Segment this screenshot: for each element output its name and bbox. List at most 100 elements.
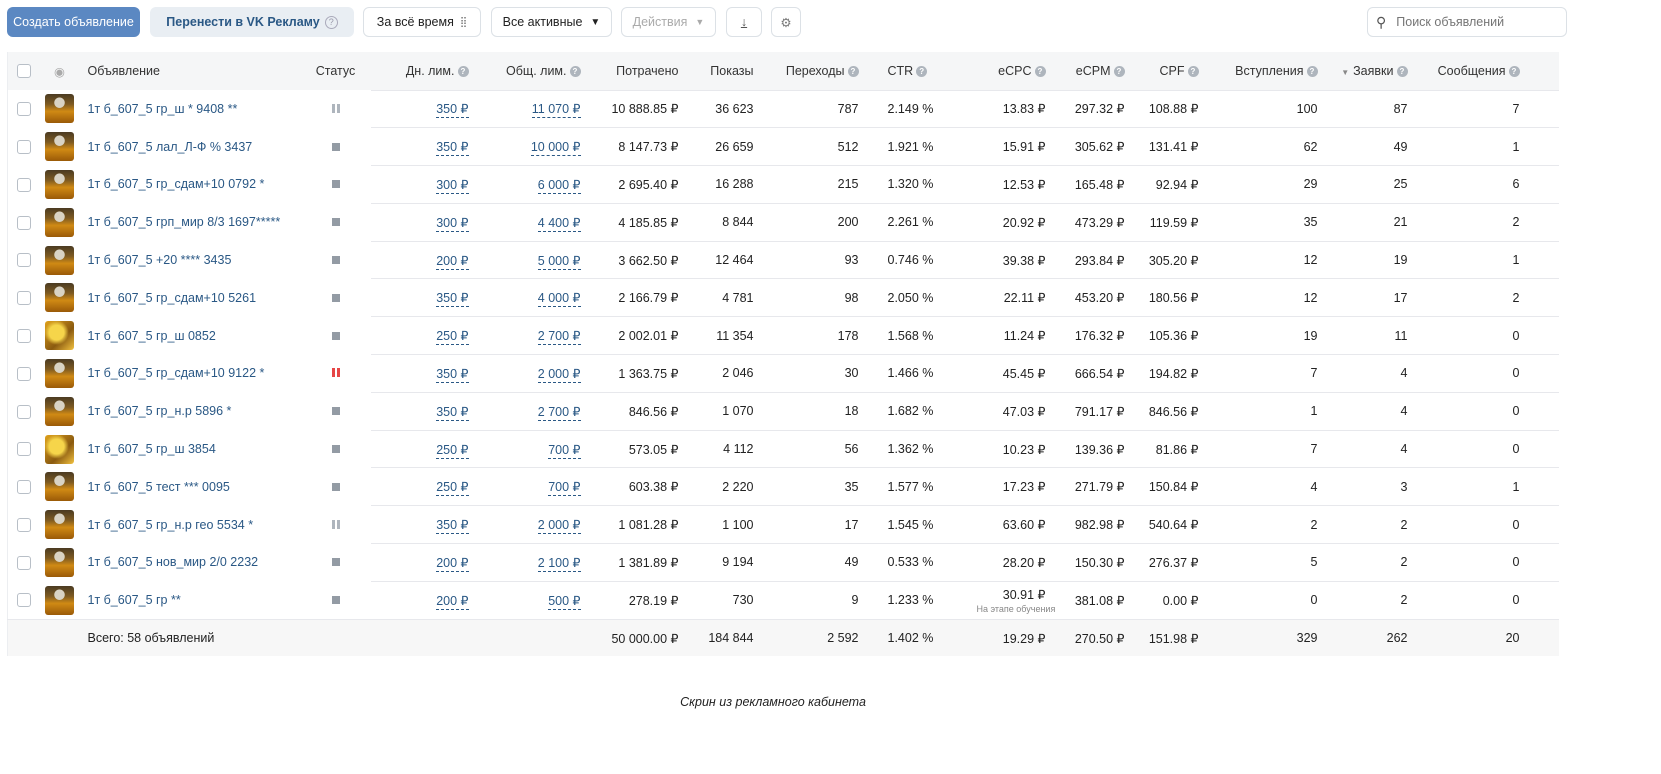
table-row[interactable]: 1т б_607_5 грп_мир 8/3 1697***** 300 ₽ 4 4… [8,202,1559,242]
row-checkbox[interactable] [17,518,32,533]
help-icon[interactable]: ? [916,65,928,77]
ad-name-link[interactable]: 1т б_607_5 гр_сдам+10 9122 * [87,366,265,381]
col-messages[interactable]: Сообщения? [1416,52,1559,90]
ad-name-link[interactable]: 1т б_607_5 гр_н.р гео 5534 * [87,517,254,532]
table-row[interactable]: 1т б_607_5 гр_сдам+10 5261 350 ₽ 4 000 ₽ 2 … [8,278,1559,317]
status-stopped-icon[interactable] [331,596,340,605]
period-button[interactable]: За всё время ⣿ [363,7,481,37]
status-paused-icon[interactable] [331,519,340,529]
total-limit-link[interactable]: 11 070 ₽ [531,102,581,119]
ad-name-link[interactable]: 1т б_607_5 тест *** 0095 [87,479,230,494]
ad-thumbnail[interactable] [45,245,74,275]
help-icon[interactable]: ? [457,65,469,77]
ad-thumbnail[interactable] [45,321,74,351]
total-limit-link[interactable]: 6 000 ₽ [537,177,581,194]
table-row[interactable]: 1т б_607_5 гр ** 200 ₽ 500 ₽ 278.19 ₽730 9 1.… [8,580,1559,620]
total-limit-link[interactable]: 4 400 ₽ [537,215,581,232]
col-ad[interactable]: Объявление [78,52,301,90]
total-limit-link[interactable]: 2 700 ₽ [537,404,581,421]
col-daily-limit[interactable]: Дн. лим.? [370,52,478,90]
table-row[interactable]: 1т б_607_5 лал_Л-Ф % 3437 350 ₽ 10 000 ₽ 8 … [8,127,1559,166]
col-status[interactable]: Статус [300,52,371,90]
download-button[interactable]: ↓ [726,7,762,37]
daily-limit-link[interactable]: 350 ₽ [436,518,469,535]
total-limit-link[interactable]: 2 100 ₽ [537,555,581,572]
row-checkbox[interactable] [17,140,32,155]
ad-name-link[interactable]: 1т б_607_5 гр_ш 3854 [87,442,216,457]
row-checkbox[interactable] [17,442,32,457]
total-limit-link[interactable]: 2 000 ₽ [537,518,581,535]
table-row[interactable]: 1т б_607_5 гр_н.р гео 5534 * 350 ₽ 2 000 ₽… [8,505,1559,544]
table-row[interactable]: 1т б_607_5 гр_н.р 5896 * 350 ₽ 2 700 ₽ 846.… [8,391,1559,431]
help-icon[interactable]: ? [1113,65,1125,77]
col-clicks[interactable]: Переходы? [762,52,868,90]
status-stopped-icon[interactable] [331,180,340,189]
status-paused-icon[interactable] [331,103,340,113]
help-icon[interactable]: ? [1396,65,1408,77]
ad-name-link[interactable]: 1т б_607_5 +20 **** 3435 [87,253,232,268]
col-leads[interactable]: ▼ Заявки? [1326,52,1417,90]
select-all-checkbox[interactable] [17,64,32,79]
help-icon[interactable]: ? [1508,65,1520,77]
ad-thumbnail[interactable] [45,132,74,162]
total-limit-link[interactable]: 5 000 ₽ [537,253,581,270]
total-limit-link[interactable]: 4 000 ₽ [537,291,581,308]
col-total-limit[interactable]: Общ. лим.? [477,52,590,90]
eye-icon[interactable]: ◉ [54,64,65,79]
ad-thumbnail[interactable] [45,434,74,464]
col-ecpm[interactable]: eCPM? [1054,52,1134,90]
ad-thumbnail[interactable] [45,547,74,577]
total-limit-link[interactable]: 700 ₽ [548,480,581,497]
help-icon[interactable]: ? [847,65,859,77]
help-icon[interactable]: ? [1187,65,1199,77]
ad-thumbnail[interactable] [45,94,74,124]
status-stopped-icon[interactable] [331,482,340,491]
table-row[interactable]: 1т б_607_5 гр_ш 3854 250 ₽ 700 ₽ 573.05 ₽4 … [8,429,1559,468]
row-checkbox[interactable] [17,480,32,495]
table-row[interactable]: 1т б_607_5 нов_мир 2/0 2232 200 ₽ 2 100 ₽ 1… [8,543,1559,582]
daily-limit-link[interactable]: 350 ₽ [436,291,469,308]
row-checkbox[interactable] [17,555,32,570]
row-checkbox[interactable] [17,102,32,117]
ad-name-link[interactable]: 1т б_607_5 нов_мир 2/0 2232 [87,555,259,570]
row-checkbox[interactable] [17,291,32,306]
status-filter-dropdown[interactable]: Все активные ▼ [491,7,612,37]
status-stopped-icon[interactable] [331,293,340,302]
transfer-to-vk-ads-button[interactable]: Перенести в VK Рекламу? [150,7,354,37]
ad-name-link[interactable]: 1т б_607_5 гр_сдам+10 5261 [87,290,257,305]
total-limit-link[interactable]: 2 000 ₽ [537,366,581,383]
help-icon[interactable]: ? [324,15,338,29]
row-checkbox[interactable] [17,366,32,381]
table-row[interactable]: 1т б_607_5 +20 **** 3435 200 ₽ 5 000 ₽ 3 66… [8,240,1559,279]
status-stopped-icon[interactable] [331,331,340,340]
actions-dropdown[interactable]: Действия ▼ [621,7,716,37]
row-checkbox[interactable] [17,329,32,344]
col-cpf[interactable]: CPF? [1133,52,1208,90]
daily-limit-link[interactable]: 200 ₽ [436,555,469,572]
ad-thumbnail[interactable] [45,396,74,426]
ad-thumbnail[interactable] [45,585,74,615]
ad-thumbnail[interactable] [45,207,74,237]
status-stopped-icon[interactable] [331,218,340,227]
search-input[interactable] [1394,14,1545,30]
total-limit-link[interactable]: 2 700 ₽ [537,329,581,346]
daily-limit-link[interactable]: 350 ₽ [436,140,469,157]
status-stopped-icon[interactable] [331,142,340,151]
ad-name-link[interactable]: 1т б_607_5 гр_сдам+10 0792 * [87,177,265,192]
help-icon[interactable]: ? [1034,65,1046,77]
col-impressions[interactable]: Показы [687,52,763,90]
total-limit-link[interactable]: 700 ₽ [548,442,581,459]
ad-name-link[interactable]: 1т б_607_5 лал_Л-Ф % 3437 [87,139,253,154]
ad-name-link[interactable]: 1т б_607_5 гр_ш 0852 [87,328,216,343]
daily-limit-link[interactable]: 350 ₽ [436,404,469,421]
row-checkbox[interactable] [17,177,32,192]
daily-limit-link[interactable]: 250 ₽ [436,442,469,459]
table-row[interactable]: 1т б_607_5 гр_сдам+10 9122 * 350 ₽ 2 000 ₽… [8,354,1559,393]
ad-name-link[interactable]: 1т б_607_5 грп_мир 8/3 1697***** [87,215,281,230]
ad-thumbnail[interactable] [45,283,74,313]
table-row[interactable]: 1т б_607_5 гр_ш * 9408 ** 350 ₽ 11 070 ₽ 10… [8,89,1559,128]
create-ad-button[interactable]: Создать объявление [7,7,140,37]
table-row[interactable]: 1т б_607_5 тест *** 0095 250 ₽ 700 ₽ 603.38… [8,467,1559,506]
status-stopped-icon[interactable] [331,256,340,265]
help-icon[interactable]: ? [1306,65,1318,77]
